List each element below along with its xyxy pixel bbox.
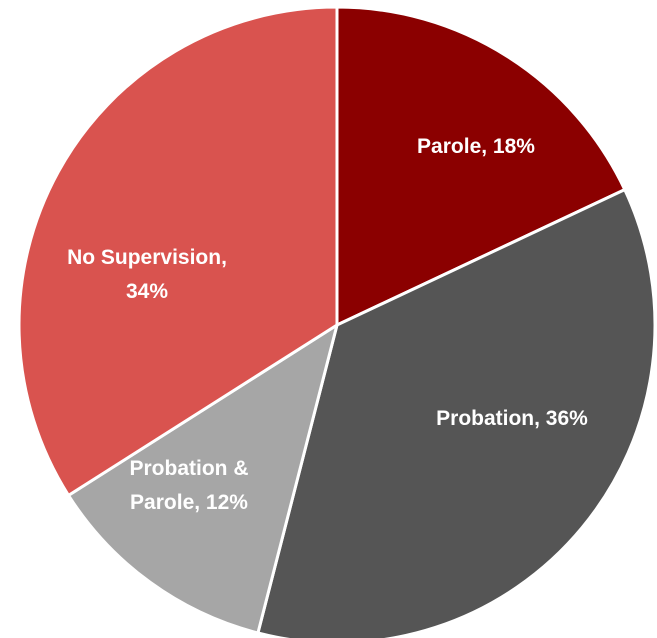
slice-label-line: Parole, 12%: [130, 491, 248, 514]
slice-label-line: Probation &: [130, 457, 249, 480]
pie-slices: [19, 7, 655, 638]
slice-label: Parole, 18%: [417, 135, 535, 158]
slice-label-line: No Supervision,: [67, 246, 227, 269]
slice-label-line: 34%: [126, 280, 168, 303]
slice-label-line: Probation, 36%: [436, 407, 588, 430]
slice-label-line: Parole, 18%: [417, 135, 535, 158]
slice-label: Probation, 36%: [436, 407, 588, 430]
